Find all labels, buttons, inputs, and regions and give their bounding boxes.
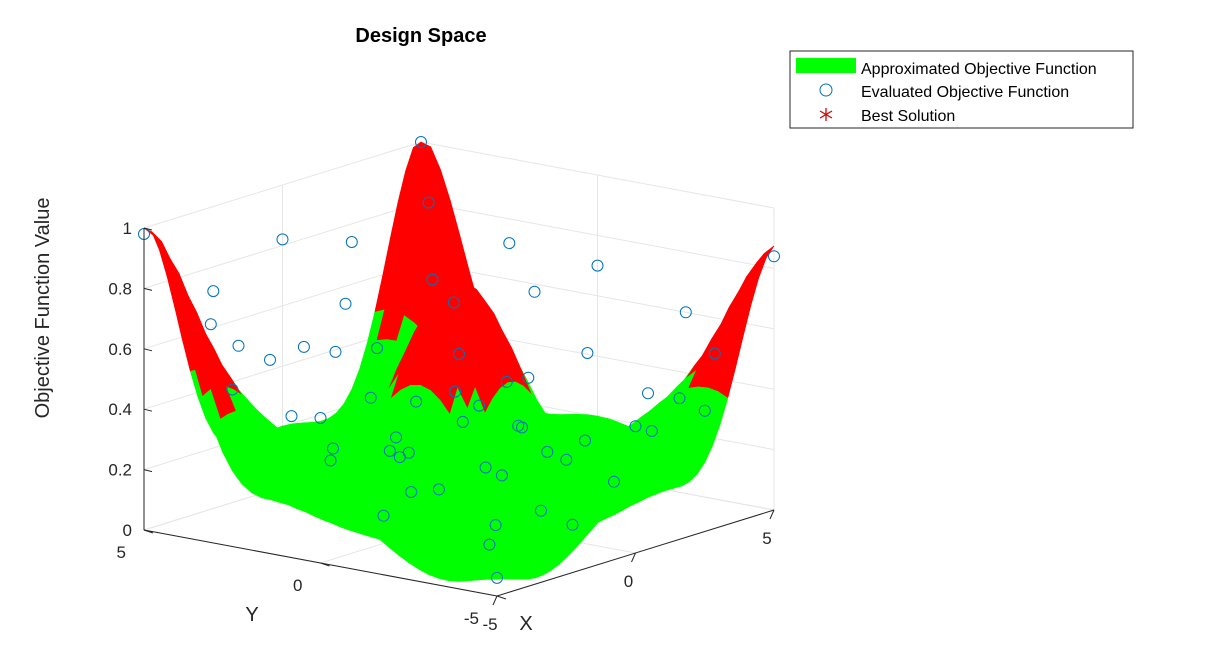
evaluated-point	[329, 345, 342, 358]
evaluated-point	[432, 483, 445, 496]
z-tick-label: 0.6	[108, 340, 132, 359]
surface-plot	[143, 141, 775, 582]
evaluated-point	[426, 273, 439, 286]
z-axis-label: Objective Function Value	[32, 198, 54, 419]
z-tick-label: 0.4	[108, 400, 132, 419]
y-tick-mark	[320, 562, 330, 567]
evaluated-point	[339, 297, 352, 310]
evaluated-point	[383, 444, 396, 457]
evaluated-point	[364, 391, 377, 404]
z-tick-mark	[143, 469, 153, 473]
evaluated-points	[138, 136, 780, 584]
z-tick-label: 0	[123, 521, 132, 540]
evaluated-point	[579, 434, 591, 447]
evaluated-point	[483, 538, 496, 551]
evaluated-point	[491, 571, 503, 584]
x-tick-mark	[769, 509, 775, 520]
z-tick-mark	[143, 227, 153, 231]
legend[interactable]: Approximated Objective Function Evaluate…	[789, 50, 1134, 129]
evaluated-point	[345, 236, 358, 248]
evaluated-point	[708, 347, 721, 360]
x-axis-label: X	[519, 613, 532, 635]
evaluated-point	[456, 415, 469, 428]
legend-swatch-surface	[796, 58, 856, 73]
evaluated-point	[449, 385, 462, 398]
legend-marker-asterisk	[819, 108, 833, 121]
x-tick-label: 5	[762, 529, 771, 548]
evaluated-point	[629, 420, 642, 433]
evaluated-point	[591, 259, 604, 272]
evaluated-point	[581, 347, 594, 359]
legend-label-approximated: Approximated Objective Function	[861, 61, 1097, 78]
evaluated-point	[566, 518, 579, 531]
evaluated-point	[390, 431, 402, 444]
evaluated-point	[500, 375, 513, 388]
y-axis-label: Y	[245, 604, 258, 626]
legend-marker-circle	[819, 83, 833, 97]
z-tick-mark	[143, 348, 153, 352]
evaluated-point	[673, 392, 686, 405]
evaluated-point	[226, 383, 239, 396]
evaluated-point	[608, 475, 620, 488]
evaluated-point	[405, 486, 418, 498]
z-tick-mark	[143, 529, 153, 533]
evaluated-point	[679, 306, 692, 319]
evaluated-point	[503, 237, 516, 250]
evaluated-point	[276, 233, 289, 246]
z-tick-label: 0.2	[108, 461, 132, 480]
evaluated-point	[327, 442, 339, 455]
z-tick-label: 0.8	[108, 279, 132, 298]
x-tick-mark	[631, 552, 636, 563]
evaluated-point	[371, 342, 383, 355]
evaluated-point	[453, 347, 465, 360]
evaluated-point	[645, 425, 658, 437]
y-tick-label: -5	[464, 609, 479, 628]
legend-label-evaluated: Evaluated Objective Function	[861, 84, 1069, 101]
evaluated-point	[642, 387, 654, 400]
x-tick-mark	[492, 595, 498, 606]
z-tick-mark	[143, 408, 153, 412]
evaluated-point	[410, 395, 423, 408]
evaluated-point	[324, 454, 337, 467]
evaluated-point	[204, 318, 217, 331]
z-tick-label: 1	[123, 219, 132, 238]
evaluated-point	[393, 451, 406, 464]
evaluated-point	[768, 250, 780, 263]
evaluated-point	[207, 285, 220, 298]
evaluated-point	[285, 410, 298, 423]
x-tick-label: 0	[624, 572, 633, 591]
evaluated-point	[698, 404, 711, 417]
legend-label-best: Best Solution	[861, 108, 955, 125]
evaluated-point	[535, 504, 547, 517]
evaluated-point	[264, 353, 276, 366]
evaluated-point	[447, 296, 460, 309]
evaluated-point	[479, 461, 492, 474]
y-tick-mark	[496, 595, 507, 600]
z-tick-mark	[143, 287, 153, 291]
evaluated-point	[512, 419, 525, 432]
evaluated-point	[541, 445, 554, 458]
evaluated-point	[473, 399, 486, 412]
chart-title: Design Space	[355, 25, 486, 47]
evaluated-point	[415, 136, 427, 148]
tick-labels: -5 0 5 -5 0 5 0 0.2 0.4 0.6 0.8 1	[108, 219, 771, 634]
evaluated-point	[232, 339, 245, 352]
x-tick-label: -5	[482, 615, 497, 634]
evaluated-point	[560, 453, 573, 466]
y-tick-label: 0	[293, 576, 302, 595]
axes-frame	[143, 227, 775, 606]
evaluated-point	[297, 340, 310, 353]
evaluated-point	[528, 285, 541, 298]
y-tick-label: 5	[117, 543, 126, 562]
evaluated-point	[377, 509, 390, 522]
evaluated-point	[422, 196, 435, 209]
evaluated-point	[314, 412, 327, 424]
evaluated-point	[522, 371, 535, 384]
evaluated-point	[495, 469, 508, 482]
evaluated-point	[489, 519, 502, 532]
